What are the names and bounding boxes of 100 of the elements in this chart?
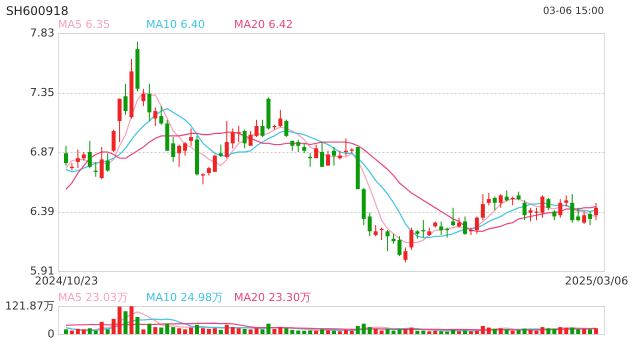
candlestick [409, 227, 414, 250]
bar [266, 324, 270, 334]
candlestick [558, 198, 562, 218]
candlestick [397, 236, 402, 257]
candlestick [439, 220, 444, 236]
bar [82, 329, 86, 334]
candlestick [474, 216, 479, 234]
line-series [65, 322, 597, 331]
bar [474, 330, 479, 334]
bar [141, 329, 146, 334]
bar [177, 328, 182, 334]
candlestick [218, 144, 223, 158]
candlestick [302, 142, 306, 154]
bar [112, 318, 116, 334]
bar [498, 328, 503, 334]
candlestick [588, 211, 592, 226]
candlestick [248, 130, 253, 146]
bar [129, 306, 134, 334]
bar [528, 330, 533, 334]
bar [356, 326, 360, 334]
bar [248, 329, 253, 334]
text: MA5 6.35 [58, 18, 110, 31]
y-tick-label: 7.35 [30, 86, 54, 99]
candlestick [171, 136, 176, 162]
y-tick-label: 7.83 [30, 26, 54, 40]
bar [314, 330, 318, 334]
candlestick [552, 210, 556, 221]
bar [409, 328, 414, 334]
bar [195, 324, 199, 334]
candlestick [522, 200, 527, 221]
candlestick [546, 197, 550, 211]
bar [76, 328, 80, 334]
bar [326, 330, 330, 334]
candlestick [576, 207, 580, 222]
bar [236, 328, 241, 334]
candlestick [106, 152, 110, 172]
y-tick-label: 0 [48, 328, 54, 340]
bar [468, 331, 473, 334]
bar [260, 329, 265, 334]
candlestick [236, 125, 241, 143]
candlestick [564, 194, 568, 208]
candlestick [570, 194, 574, 224]
candlestick [374, 224, 378, 237]
bar [546, 328, 550, 334]
y-tick-label: 5.91 [30, 264, 54, 278]
bar [200, 328, 205, 334]
candlestick [242, 129, 247, 149]
bar [380, 330, 384, 334]
bar [212, 328, 217, 334]
candlestick [320, 142, 324, 168]
bar [350, 330, 354, 334]
bar [582, 328, 586, 334]
candlestick [457, 217, 462, 228]
text: MA10 6.40 [146, 18, 206, 31]
bar [522, 328, 527, 334]
bar [338, 331, 342, 334]
bar [189, 328, 194, 334]
bar [302, 330, 306, 334]
line-series [65, 318, 597, 332]
bar [457, 331, 462, 334]
bar [88, 328, 92, 334]
bar [392, 330, 396, 334]
candlestick [76, 149, 80, 169]
bar [218, 330, 223, 334]
candlestick [463, 216, 467, 236]
candlestick [254, 119, 259, 138]
bar [403, 328, 408, 334]
bar [552, 328, 556, 334]
series-label: MA5 23.03万 [58, 291, 128, 304]
bar [94, 330, 98, 334]
bar [534, 330, 538, 334]
y-tick-label: 6.87 [30, 146, 54, 158]
bar [439, 331, 444, 334]
bar [540, 327, 544, 334]
candlestick [594, 202, 598, 221]
bar [284, 328, 288, 334]
candlestick [212, 154, 217, 172]
bar [576, 329, 580, 334]
candlestick [386, 230, 390, 252]
bar [118, 306, 122, 334]
candlestick [540, 194, 544, 218]
candlestick [159, 106, 164, 126]
bar [100, 322, 104, 334]
bar [386, 328, 390, 334]
candlestick [403, 246, 408, 263]
candlestick [332, 146, 336, 166]
candlestick [64, 145, 68, 166]
candlestick [392, 233, 396, 244]
candlestick [582, 211, 586, 224]
candlestick [451, 207, 456, 227]
candlestick [486, 192, 491, 206]
bar [415, 330, 420, 334]
bar [480, 326, 485, 334]
y-tick-label: 6.39 [30, 205, 54, 218]
series-label: MA10 24.98万 [146, 291, 223, 304]
bar [171, 327, 176, 334]
bar [492, 328, 497, 334]
bar [254, 328, 259, 334]
bar [594, 328, 598, 334]
candlestick [118, 98, 122, 143]
